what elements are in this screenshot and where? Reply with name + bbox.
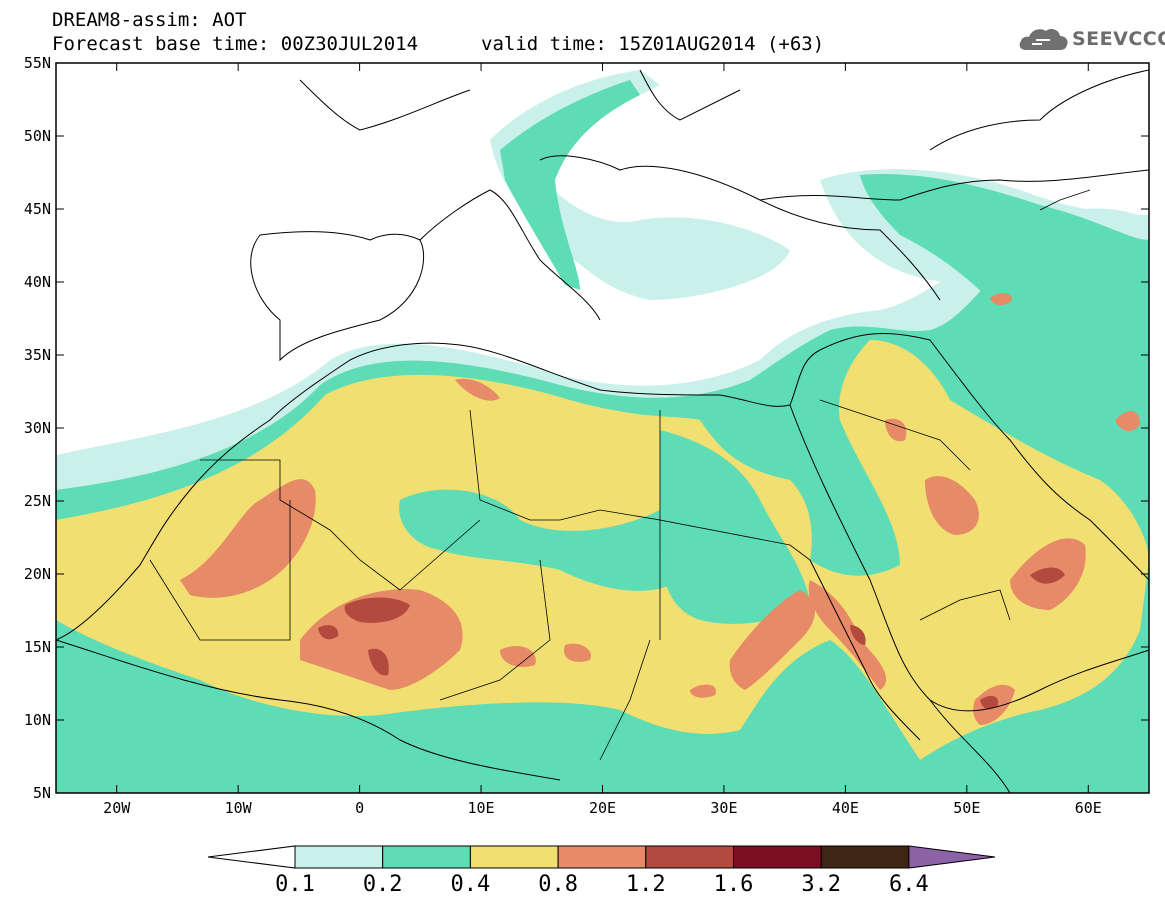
colorbar-level-label: 6.4 <box>889 872 929 897</box>
aot-field <box>56 70 1149 793</box>
logo-text: SEEVCCC <box>1072 28 1165 50</box>
lat-tick-label: 35N <box>24 346 51 364</box>
country-borders <box>149 189 1091 761</box>
lat-tick-label: 10N <box>24 711 51 729</box>
coastlines <box>55 69 1150 794</box>
colorbar-swatch <box>645 845 734 869</box>
valid-time: valid time: 15Z01AUG2014 (+63) <box>481 33 825 55</box>
colorbar-swatch <box>820 845 910 869</box>
aot-band-0.2-inner <box>56 430 810 793</box>
lon-tick-label: 0 <box>355 799 364 817</box>
lat-tick-label: 15N <box>24 638 51 656</box>
map-title: DREAM8-assim: AOT <box>52 9 247 31</box>
lat-tick-label: 30N <box>24 419 51 437</box>
lon-tick-label: 60E <box>1075 799 1102 817</box>
lon-tick-label: 20E <box>589 799 616 817</box>
lat-tick-label: 40N <box>24 273 51 291</box>
colorbar-swatch <box>294 845 384 869</box>
cloud-icon <box>1019 28 1068 50</box>
lon-tick-label: 10E <box>468 799 495 817</box>
lon-ticks: 20W 10W 0 10E 20E 30E 40E 50E 60E <box>103 63 1102 817</box>
colorbar-swatch <box>733 845 822 869</box>
lat-tick-label: 5N <box>33 784 51 802</box>
colorbar-level-label: 1.6 <box>714 872 754 897</box>
colorbar-level-label: 0.1 <box>275 872 315 897</box>
aot-band-0.8 <box>180 292 1140 725</box>
aot-band-1.2 <box>318 567 1065 710</box>
colorbar-level-label: 3.2 <box>801 872 841 897</box>
lon-tick-label: 30E <box>710 799 737 817</box>
colorbar-swatch <box>557 845 647 869</box>
lon-tick-label: 10W <box>225 799 253 817</box>
lat-tick-label: 55N <box>24 54 51 72</box>
colorbar-over-triangle <box>908 845 996 869</box>
lat-tick-label: 20N <box>24 565 51 583</box>
colorbar-swatch <box>469 845 559 869</box>
forecast-base-time: Forecast base time: 00Z30JUL2014 <box>52 33 419 55</box>
seevccc-logo: SEEVCCC <box>1018 24 1165 54</box>
colorbar-swatch <box>382 845 471 869</box>
colorbar-level-label: 0.2 <box>363 872 403 897</box>
colorbar-level-label: 0.4 <box>451 872 491 897</box>
colorbar-level-label: 0.8 <box>538 872 578 897</box>
lat-tick-label: 45N <box>24 200 51 218</box>
colorbar-level-label: 1.2 <box>626 872 666 897</box>
lat-ticks: 55N 50N 45N 40N 35N 30N 25N 20N 15N 10N 5N <box>24 54 1149 802</box>
colorbar-under-triangle <box>207 845 296 869</box>
lat-tick-label: 50N <box>24 127 51 145</box>
lat-tick-label: 25N <box>24 492 51 510</box>
lon-tick-label: 50E <box>953 799 980 817</box>
colorbar: 0.1 0.2 0.4 0.8 1.2 1.6 3.2 6.4 <box>207 845 996 897</box>
lon-tick-label: 20W <box>103 799 131 817</box>
lon-tick-label: 40E <box>832 799 859 817</box>
